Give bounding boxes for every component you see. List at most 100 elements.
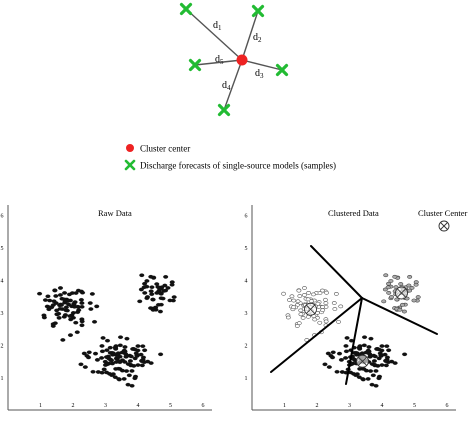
panel-title: Raw Data [98,208,132,218]
data-point [102,359,108,364]
data-point [78,362,84,367]
cluster-boundaries [270,245,438,385]
data-point [135,363,141,367]
data-point [357,347,363,351]
data-point [407,274,413,279]
data-point [128,354,134,359]
data-point [386,281,392,286]
legend-center-label: Cluster center [140,144,190,154]
data-point [142,281,148,286]
data-point [353,351,359,355]
y-tick-label: 3 [245,311,248,317]
data-point [281,291,286,296]
data-point [80,290,86,295]
data-point [406,283,412,288]
data-point [287,298,292,302]
data-point [330,350,336,355]
data-point [379,348,385,353]
data-point [149,285,155,289]
data-point [372,363,378,368]
data-point [150,297,156,302]
data-point [388,279,394,283]
y-tick-label: 5 [1,246,4,252]
sample-markers [179,2,289,117]
data-point [106,357,112,361]
data-point [113,347,119,351]
x-tick-label: 2 [72,403,75,409]
data-point [339,370,345,374]
data-point [362,335,368,339]
data-point [343,344,349,348]
y-tick-label: 4 [245,279,248,285]
data-point [357,367,363,371]
data-point [86,350,92,355]
data-point [149,292,155,297]
data-point [101,367,107,372]
data-point [394,297,400,302]
data-point [344,336,350,340]
data-point [129,369,135,373]
data-point [386,348,392,353]
data-point [54,312,60,316]
data-point [317,291,323,295]
sample-x-icon [217,103,231,117]
data-point [383,358,389,363]
data-point [320,308,326,313]
data-point [89,292,95,296]
cluster-center-icon [356,354,369,368]
data-point [331,301,337,305]
data-point [336,319,341,324]
data-point [369,382,375,387]
data-point [76,305,82,309]
data-point [317,320,323,325]
cluster-center-icon [304,302,317,316]
data-point [371,359,377,363]
data-point [70,311,76,315]
data-point [57,286,63,290]
data-point [93,351,99,356]
x-tick-labels: 1 2 3 4 5 6 [283,403,449,409]
data-point [343,356,349,360]
data-point [87,301,93,305]
data-point [88,307,94,311]
y-tick-label: 5 [245,246,248,252]
data-point [285,315,291,320]
data-point [132,374,138,379]
x-tick-label: 5 [413,403,416,409]
legend-sample-swatch [124,159,136,171]
data-point [155,285,161,289]
data-point [99,344,105,348]
data-point [76,308,82,312]
data-point [131,347,137,351]
data-point [62,291,68,295]
data-point [139,273,145,278]
data-point [407,288,413,293]
data-point [73,291,79,295]
data-point [305,297,311,302]
data-point [125,382,131,387]
data-point [325,351,331,356]
data-point [300,315,306,320]
x-tick-label: 3 [104,403,107,409]
data-point [311,292,316,297]
data-point [116,377,122,381]
data-point [372,354,378,359]
cluster-center-marker [236,54,248,66]
data-point [291,298,297,303]
data-point [361,343,367,348]
data-point [135,348,141,353]
data-point [409,286,415,290]
data-point [67,314,73,318]
data-point [415,295,421,299]
data-point [333,292,339,296]
data-point [330,355,336,360]
data-point [113,367,119,371]
data-point [376,374,382,379]
data-point [47,305,53,309]
cluster-center-icon [395,286,408,300]
data-point [359,351,365,356]
data-point [142,348,148,353]
data-point [158,352,164,357]
data-point [95,370,101,374]
